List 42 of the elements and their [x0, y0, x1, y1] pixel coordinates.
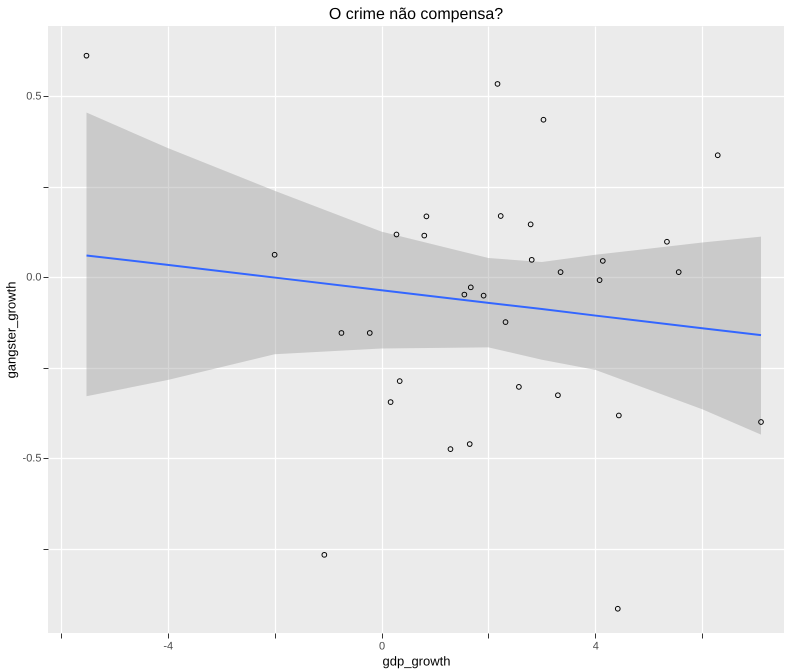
point	[338, 330, 344, 336]
point	[424, 214, 430, 220]
chart-title: O crime não compensa?	[328, 6, 504, 23]
point	[388, 399, 394, 405]
point	[616, 412, 622, 418]
point	[540, 116, 546, 123]
point	[272, 252, 278, 258]
point	[600, 258, 606, 264]
point	[494, 81, 500, 87]
point	[516, 384, 522, 390]
point	[462, 292, 468, 298]
point	[596, 277, 602, 283]
point	[758, 419, 764, 425]
point	[528, 222, 534, 228]
point	[714, 152, 721, 158]
point	[394, 232, 400, 238]
point	[676, 269, 682, 275]
x-tick-label: 4	[592, 640, 599, 652]
y-tick-label: 0.5	[26, 90, 42, 103]
x-axis-title: gdp_growth	[382, 654, 450, 668]
point	[366, 330, 373, 336]
y-tick-label: -0.5	[22, 452, 42, 465]
point	[664, 238, 670, 245]
point	[558, 269, 564, 275]
line-series	[85, 254, 762, 336]
x-tick-label: 0	[378, 640, 386, 652]
point	[448, 446, 454, 452]
point	[466, 441, 473, 447]
point	[528, 256, 535, 263]
x-tick-label: -4	[163, 640, 174, 652]
point	[421, 232, 428, 238]
y-tick-label: 0.0	[26, 272, 42, 284]
point	[614, 606, 621, 612]
point	[84, 52, 90, 59]
point	[396, 378, 403, 384]
point	[555, 392, 561, 398]
point	[498, 213, 504, 219]
point	[502, 319, 508, 325]
point	[468, 284, 474, 290]
point	[480, 292, 486, 298]
y-axis-title: gangster_growth	[4, 282, 19, 378]
point	[321, 552, 328, 558]
